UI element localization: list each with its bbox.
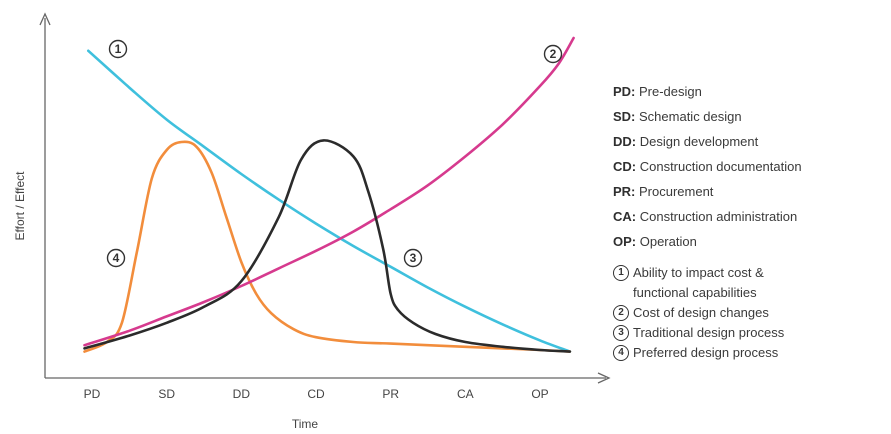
legend-number-badge: 1 <box>613 265 629 281</box>
curve-legend-item: 2 Cost of design changes <box>613 303 891 323</box>
y-axis-arrow <box>39 12 51 26</box>
abbreviation-text: Procurement <box>635 184 714 199</box>
legend-series-name: Traditional design process <box>633 325 785 340</box>
marker-number: 1 <box>115 42 122 56</box>
legend-number-badge: 2 <box>613 305 629 321</box>
legend: PD: Pre-design SD: Schematic design DD: De… <box>613 79 891 363</box>
x-tick-label-cd: CD <box>307 387 325 401</box>
legend-number-badge: 4 <box>613 345 629 361</box>
curve-markers: 1 2 3 4 <box>106 39 563 268</box>
x-axis-arrow <box>597 372 611 384</box>
marker-circle <box>108 39 128 59</box>
curves-layer <box>83 36 575 353</box>
axes-layer <box>39 12 611 384</box>
series-2-marker: 2 <box>543 44 563 64</box>
abbreviation-text: Operation <box>636 234 697 249</box>
x-tick-label-op: OP <box>531 387 548 401</box>
abbreviation-item: CD: Construction documentation <box>613 154 891 179</box>
abbreviation-key: PD: <box>613 84 636 99</box>
curve-legend-item: 1 Ability to impact cost & functional cap… <box>613 263 891 303</box>
x-tick-label-sd: SD <box>158 387 175 401</box>
abbreviation-item: OP: Operation <box>613 229 891 254</box>
abbreviation-key: OP: <box>613 234 637 249</box>
legend-series-name: Preferred design process <box>633 345 779 360</box>
series-3-marker: 3 <box>403 248 423 268</box>
curve-legend: 1 Ability to impact cost & functional cap… <box>613 263 891 363</box>
abbreviation-key: CA: <box>613 209 637 224</box>
marker-circle <box>403 248 423 268</box>
abbreviation-list: PD: Pre-design SD: Schematic design DD: De… <box>613 79 891 254</box>
x-tick-labels: PD SD DD CD PR CA OP <box>84 387 549 401</box>
series-3-line <box>83 139 572 353</box>
marker-circle <box>543 44 563 64</box>
marker-number: 4 <box>113 251 120 265</box>
marker-number: 2 <box>550 47 557 61</box>
abbreviation-key: SD: <box>613 109 636 124</box>
legend-number-badge: 3 <box>613 325 629 341</box>
abbreviation-text: Construction administration <box>636 209 798 224</box>
series-4-marker: 4 <box>106 248 126 268</box>
y-axis-title: Effort / Effect <box>13 171 27 241</box>
marker-circle <box>106 248 126 268</box>
x-tick-label-ca: CA <box>457 387 474 401</box>
abbreviation-item: PR: Procurement <box>613 179 891 204</box>
curve-legend-item: 4 Preferred design process <box>613 343 891 363</box>
curve-legend-item: 3 Traditional design process <box>613 323 891 343</box>
abbreviation-key: PR: <box>613 184 636 199</box>
x-tick-label-dd: DD <box>233 387 251 401</box>
x-tick-label-pr: PR <box>382 387 399 401</box>
abbreviation-text: Schematic design <box>635 109 742 124</box>
abbreviation-item: CA: Construction administration <box>613 204 891 229</box>
x-axis-title: Time <box>292 417 319 431</box>
abbreviation-text: Pre-design <box>635 84 702 99</box>
series-2-line <box>83 36 575 347</box>
abbreviation-key: DD: <box>613 134 637 149</box>
marker-number: 3 <box>410 251 417 265</box>
x-tick-label-pd: PD <box>84 387 101 401</box>
abbreviation-text: Design development <box>636 134 759 149</box>
series-1-line <box>87 49 572 353</box>
legend-series-name: Cost of design changes <box>633 305 769 320</box>
legend-series-name: Ability to impact cost & functional capa… <box>633 265 764 300</box>
abbreviation-item: PD: Pre-design <box>613 79 891 104</box>
series-1-marker: 1 <box>108 39 128 59</box>
series-4-line <box>83 140 572 353</box>
abbreviation-text: Construction documentation <box>636 159 802 174</box>
abbreviation-item: DD: Design development <box>613 129 891 154</box>
abbreviation-item: SD: Schematic design <box>613 104 891 129</box>
abbreviation-key: CD: <box>613 159 637 174</box>
